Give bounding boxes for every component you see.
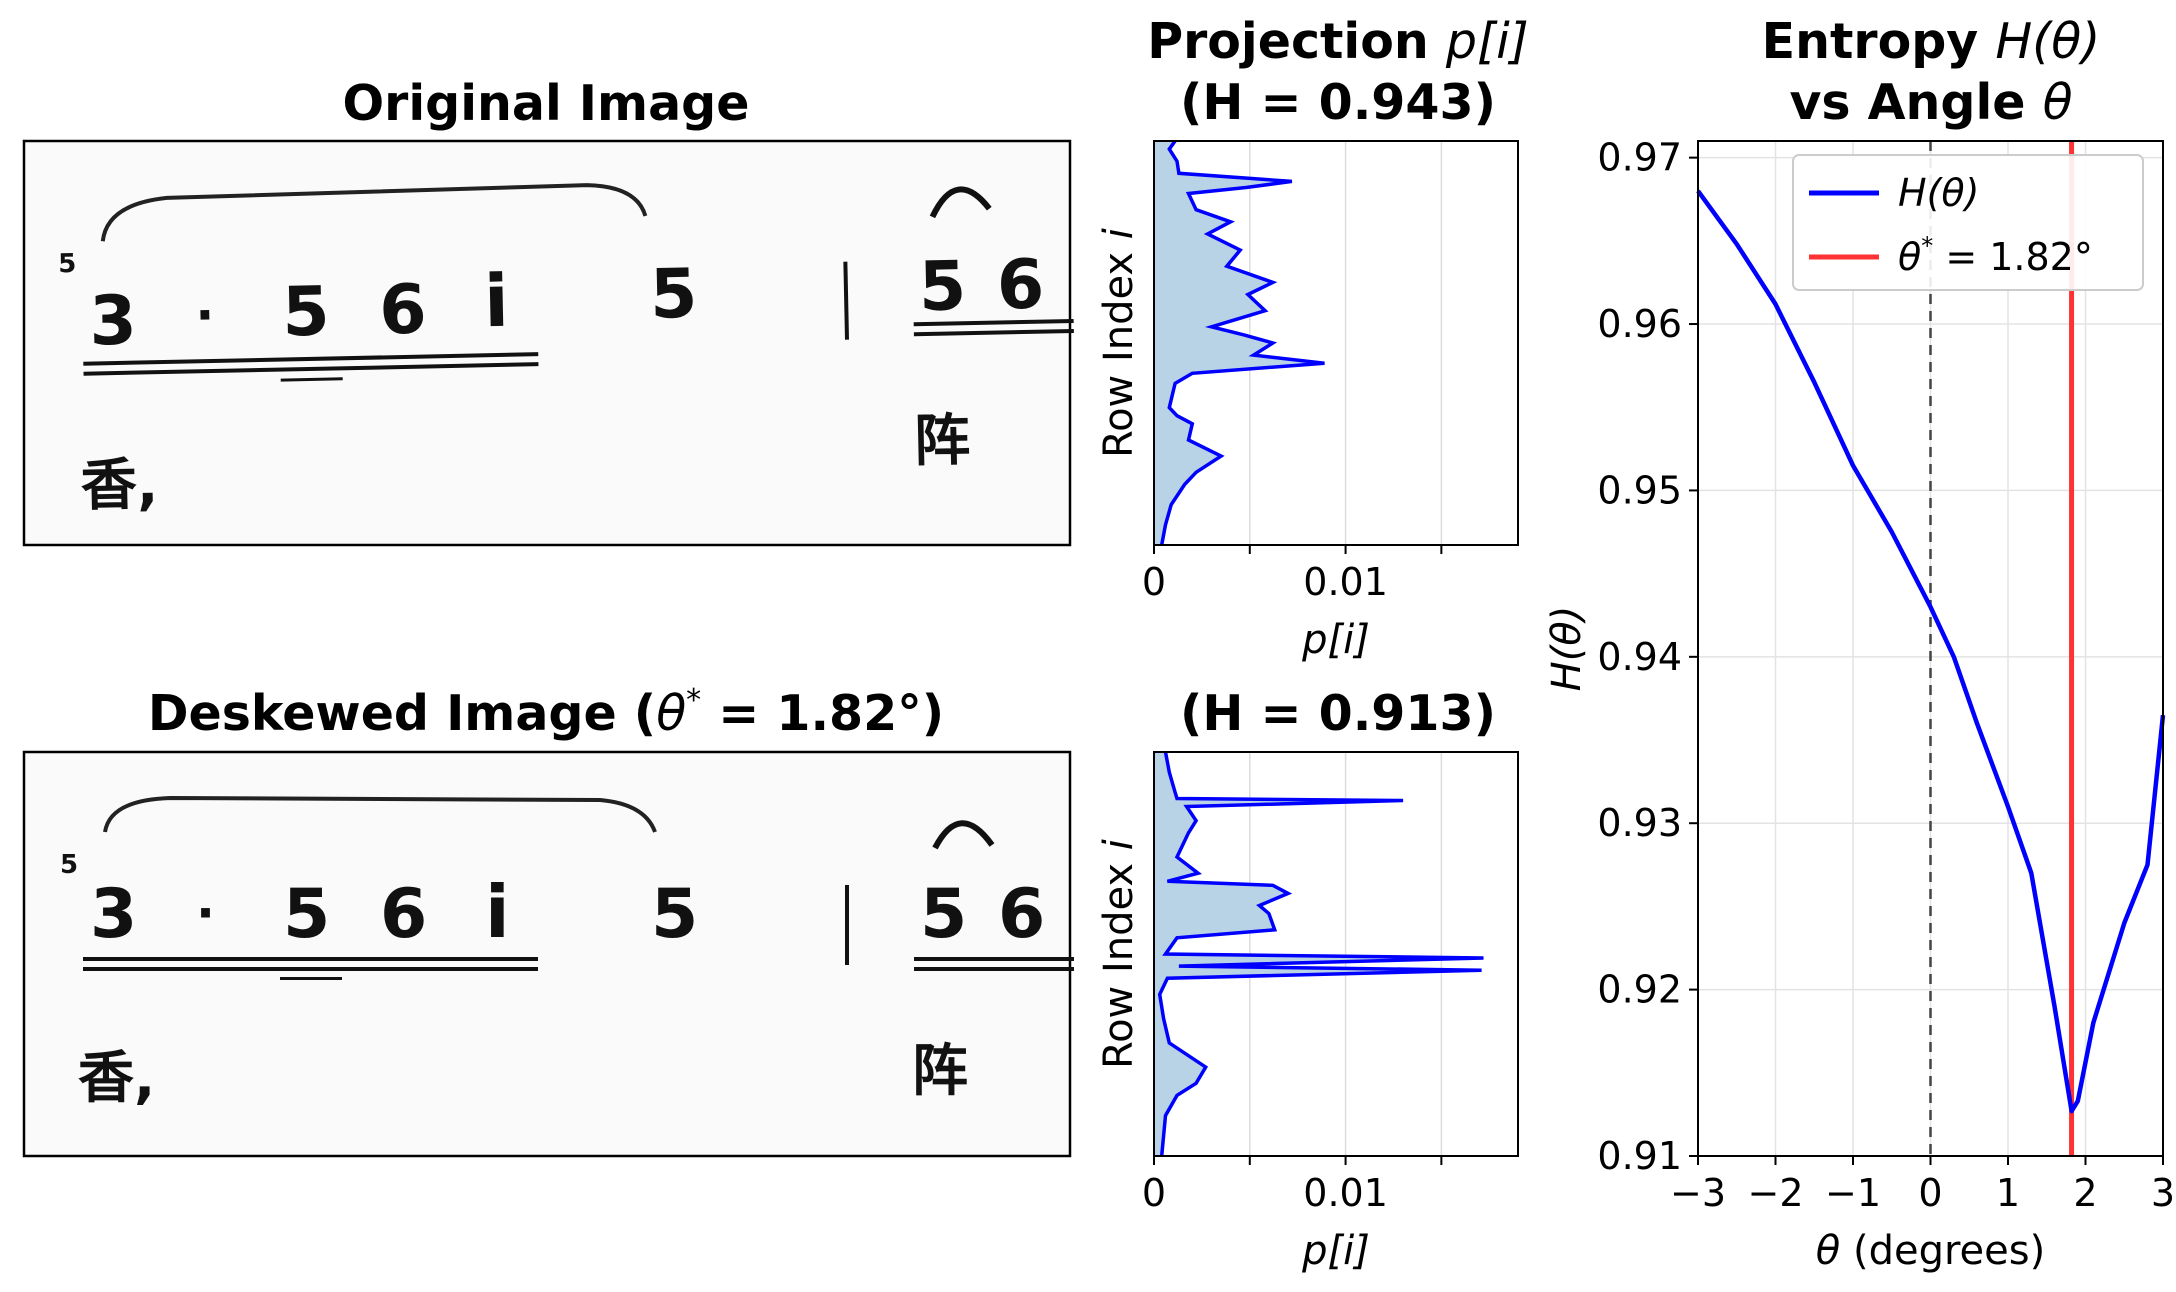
lyric-1: 香, <box>80 452 159 519</box>
bar-line <box>843 261 849 340</box>
projection-title-bottom: (H = 0.913) <box>1180 685 1496 742</box>
slur-mark <box>103 795 657 833</box>
underline-5 <box>914 967 1074 971</box>
y-tick-label: 0.92 <box>1597 968 1682 1012</box>
projection-line <box>1159 139 1325 546</box>
slur-mark <box>100 183 648 242</box>
x-tick-label: 0 <box>1142 560 1166 604</box>
y-tick-label: 0.91 <box>1597 1134 1682 1178</box>
y-tick-label: 0.95 <box>1597 468 1682 512</box>
projection-area <box>1154 141 1325 545</box>
bar-line <box>845 885 849 965</box>
original-score: 5 3 · 5 6 i 5 5 6 香, 阵 <box>58 183 1074 519</box>
lyric-2: 阵 <box>912 1039 968 1104</box>
note-3: 3 <box>90 875 137 954</box>
entropy-title-line2: vs Angle θ <box>1789 74 2072 131</box>
y-tick-label: 0.96 <box>1597 302 1682 346</box>
grace-note: 5 <box>58 249 77 279</box>
underline-1 <box>83 957 538 961</box>
x-tick-label: 0 <box>1142 1171 1166 1215</box>
note-3: 3 <box>89 282 138 362</box>
projection-plot-bottom: 0 0.01 p[i] Row Index i <box>1096 751 1519 1274</box>
projection-title-line2: (H = 0.943) <box>1180 74 1496 131</box>
projection-title-line1: Projection p[i] <box>1147 13 1529 70</box>
fermata-mark <box>929 186 992 219</box>
deskewed-score: 5 3 · 5 6 i 5 5 6 香, 阵 <box>60 795 1074 1111</box>
legend-box <box>1792 154 2144 291</box>
x-tick-label: 3 <box>2151 1171 2175 1215</box>
note-1-high: i <box>483 259 509 343</box>
note-5b: 5 <box>649 255 698 335</box>
x-tick-label: 1 <box>1996 1171 2020 1215</box>
lyric-2: 阵 <box>913 408 970 474</box>
axes-frame <box>1153 751 1519 1157</box>
note-5b: 5 <box>651 875 698 954</box>
legend-label: H(θ) <box>1898 171 1979 215</box>
note-5c: 5 <box>918 247 967 327</box>
note-6: 6 <box>378 271 427 351</box>
grace-note: 5 <box>60 850 78 880</box>
y-tick-label: 0.94 <box>1597 635 1682 679</box>
underline-1 <box>83 352 539 366</box>
x-tick-label: 0.01 <box>1303 1171 1388 1215</box>
legend-label: θ* = 1.82° <box>1898 232 2093 279</box>
underline-5 <box>913 328 1074 337</box>
y-tick-label: 0.97 <box>1597 136 1682 180</box>
x-tick-label: −1 <box>1825 1171 1881 1215</box>
x-tick-label: 0 <box>1918 1171 1942 1215</box>
y-axis-label: H(θ) <box>1544 606 1590 692</box>
note-6: 6 <box>380 875 427 954</box>
y-axis-label: Row Index i <box>1096 228 1142 458</box>
note-5c: 5 <box>920 875 967 954</box>
deskewed-image-frame <box>22 750 1072 1158</box>
underline-3 <box>280 977 342 980</box>
underline-2 <box>83 967 538 971</box>
projection-line <box>1157 751 1484 1157</box>
original-image-panel: 5 3 · 5 6 i 5 5 6 香, 阵 <box>22 139 1074 547</box>
underline-4 <box>913 318 1074 327</box>
deskewed-image-title: Deskewed Image (θ* = 1.82°) <box>148 683 944 742</box>
underline-3 <box>280 377 343 382</box>
x-tick-label: −3 <box>1670 1171 1726 1215</box>
x-tick-label: 0.01 <box>1303 560 1388 604</box>
y-tick-label: 0.93 <box>1597 801 1682 845</box>
entropy-plot: −3 −2 −1 0 1 2 3 0.91 0.92 0.93 0.94 0.95 0.96 0.97 θ … <box>1544 136 2175 1274</box>
x-tick-label: −2 <box>1747 1171 1803 1215</box>
note-5: 5 <box>281 273 330 353</box>
fermata-mark <box>932 820 995 850</box>
lyric-1: 香, <box>78 1046 155 1111</box>
note-6c: 6 <box>998 875 1045 954</box>
note-1-high: i <box>485 870 510 954</box>
original-image-frame <box>22 139 1072 547</box>
original-image-title: Original Image <box>343 75 750 132</box>
entropy-title-line1: Entropy H(θ) <box>1762 13 2101 70</box>
y-axis-label: Row Index i <box>1096 839 1142 1069</box>
note-5: 5 <box>283 875 330 954</box>
underline-4 <box>914 957 1074 961</box>
note-6c: 6 <box>996 246 1045 326</box>
axes-frame <box>1153 140 1519 546</box>
x-tick-label: 2 <box>2073 1171 2097 1215</box>
projection-plot-top: 0 0.01 p[i] Row Index i <box>1096 139 1519 663</box>
x-axis-label: p[i] <box>1301 1228 1370 1274</box>
deskewed-image-panel: 5 3 · 5 6 i 5 5 6 香, 阵 <box>22 750 1074 1158</box>
x-axis-label: p[i] <box>1301 617 1370 663</box>
underline-2 <box>83 362 539 376</box>
entropy-curve <box>1696 189 2166 1114</box>
x-axis-label: θ (degrees) <box>1816 1228 2045 1274</box>
note-dot: · <box>195 286 215 344</box>
note-dot: · <box>196 884 215 942</box>
